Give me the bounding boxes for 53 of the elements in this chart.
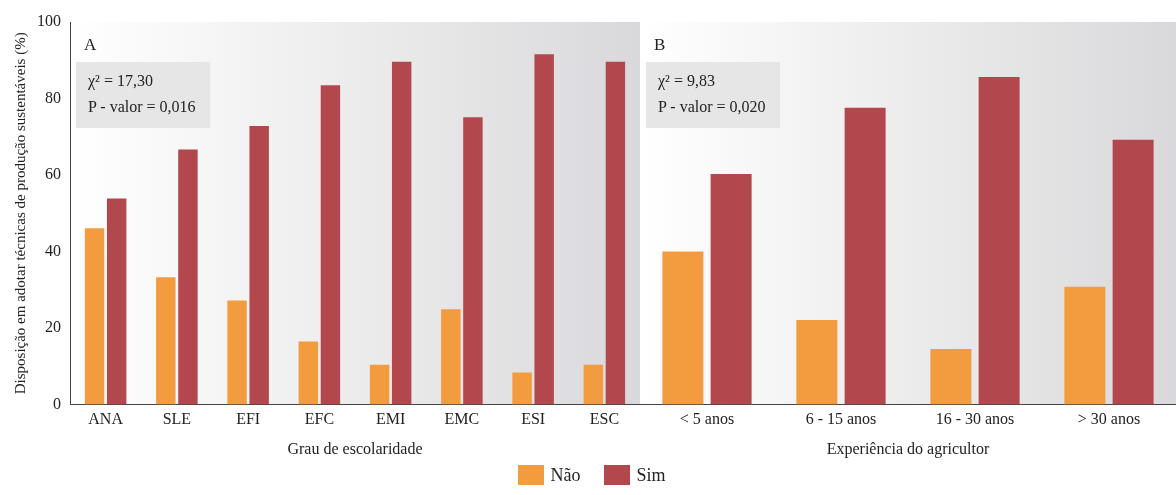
- x-tick-label: EFC: [304, 410, 335, 428]
- bar: [844, 107, 886, 405]
- bar: [320, 85, 341, 405]
- x-tick-label: 16 - 30 anos: [935, 410, 1015, 428]
- bar: [512, 372, 532, 405]
- bar: [106, 198, 127, 405]
- x-tick-label: 6 - 15 anos: [805, 410, 877, 428]
- y-tick-label: 40: [45, 241, 61, 259]
- bar: [662, 251, 704, 405]
- bar: [391, 61, 412, 405]
- y-tick-label: 0: [53, 394, 61, 412]
- annotation: P - valor = 0,020: [658, 98, 766, 116]
- bar: [441, 309, 461, 405]
- bar: [156, 277, 176, 405]
- annotation: χ² = 9,83: [657, 72, 715, 91]
- bar: [710, 173, 752, 405]
- y-tick-label: 100: [37, 12, 61, 30]
- bar: [583, 364, 604, 405]
- annotation: χ² = 17,30: [87, 72, 153, 91]
- x-tick-label: < 5 anos: [679, 410, 735, 428]
- x-tick-label: EMI: [375, 410, 406, 428]
- x-tick-label: EMC: [444, 410, 480, 428]
- bar: [298, 341, 319, 405]
- y-axis-title: Disposição em adotar técnicas de produção sustentáveis (%): [11, 32, 29, 395]
- y-tick-label: 20: [45, 318, 61, 336]
- y-tick-label: 60: [45, 165, 61, 183]
- bar: [178, 149, 198, 405]
- bar: [605, 61, 626, 405]
- x-tick-label: ESC: [589, 410, 620, 428]
- bar: [227, 300, 247, 405]
- x-axis-title: Experiência do agricultor: [826, 439, 990, 458]
- x-tick-label: ANA: [88, 410, 124, 428]
- bar: [1112, 139, 1154, 405]
- y-tick-label: 80: [45, 88, 61, 106]
- bar: [978, 77, 1020, 405]
- legend-label: Não: [550, 464, 581, 486]
- legend-label: Sim: [636, 464, 666, 486]
- x-tick-label: EFI: [236, 410, 261, 428]
- bar: [84, 228, 105, 405]
- bar: [249, 126, 269, 405]
- x-tick-label: SLE: [162, 410, 192, 428]
- bar: [1064, 286, 1106, 405]
- annotation: B: [654, 35, 666, 55]
- bar: [930, 349, 972, 405]
- annotation: A: [84, 35, 97, 55]
- bar: [796, 320, 838, 405]
- annotation: P - valor = 0,016: [88, 98, 196, 116]
- bar: [463, 117, 483, 405]
- x-tick-label: > 30 anos: [1077, 410, 1141, 428]
- bar: [534, 54, 554, 405]
- x-axis-title: Grau de escolaridade: [287, 439, 423, 457]
- x-tick-label: ESI: [521, 410, 546, 428]
- bar: [369, 364, 390, 405]
